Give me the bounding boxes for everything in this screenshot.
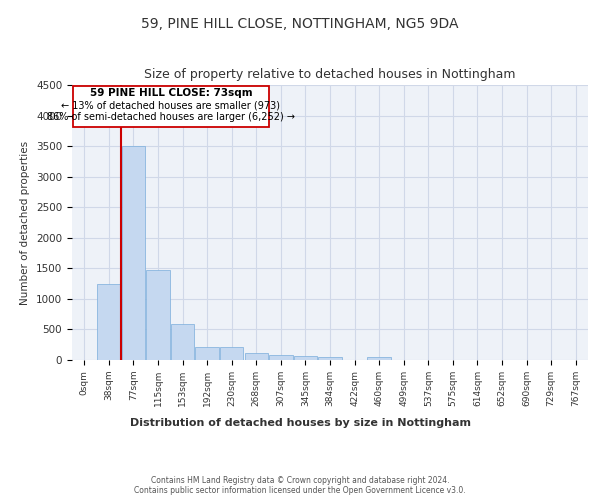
Text: 86% of semi-detached houses are larger (6,252) →: 86% of semi-detached houses are larger (… — [47, 112, 295, 122]
Bar — [73, 86, 269, 126]
Bar — [220, 347, 244, 360]
Bar — [245, 354, 268, 360]
Bar — [367, 357, 391, 360]
Y-axis label: Number of detached properties: Number of detached properties — [20, 140, 31, 304]
Text: Contains HM Land Registry data © Crown copyright and database right 2024.
Contai: Contains HM Land Registry data © Crown c… — [134, 476, 466, 495]
Title: Size of property relative to detached houses in Nottingham: Size of property relative to detached ho… — [144, 68, 516, 81]
Bar — [196, 346, 219, 360]
Bar — [122, 146, 145, 360]
Text: Distribution of detached houses by size in Nottingham: Distribution of detached houses by size … — [130, 418, 470, 428]
Text: ← 13% of detached houses are smaller (973): ← 13% of detached houses are smaller (97… — [61, 100, 280, 110]
Bar — [171, 324, 194, 360]
Bar — [146, 270, 170, 360]
Bar — [294, 356, 317, 360]
Bar — [269, 355, 293, 360]
Text: 59 PINE HILL CLOSE: 73sqm: 59 PINE HILL CLOSE: 73sqm — [89, 88, 252, 98]
Text: 59, PINE HILL CLOSE, NOTTINGHAM, NG5 9DA: 59, PINE HILL CLOSE, NOTTINGHAM, NG5 9DA — [141, 18, 459, 32]
Bar — [319, 357, 341, 360]
Bar — [97, 284, 121, 360]
